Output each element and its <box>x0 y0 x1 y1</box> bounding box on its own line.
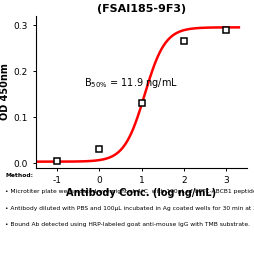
Text: • Bound Ab detected using HRP-labeled goat anti-mouse IgG with TMB substrate.: • Bound Ab detected using HRP-labeled go… <box>5 222 249 227</box>
Text: • Microtiter plate wells coated overnight at 4°C  with 100μL of CPTC-ABCB1 pepti: • Microtiter plate wells coated overnigh… <box>5 189 254 194</box>
X-axis label: Antibody Conc. (log ng/mL): Antibody Conc. (log ng/mL) <box>66 188 216 198</box>
Text: B$_{50\%}$ = 11.9 ng/mL: B$_{50\%}$ = 11.9 ng/mL <box>84 76 178 89</box>
Title: CPTC-ABCB1-5
(FSAI185-9F3): CPTC-ABCB1-5 (FSAI185-9F3) <box>96 0 186 14</box>
Text: Method:: Method: <box>5 173 33 178</box>
Text: • Antibody diluted with PBS and 100μL incubated in Ag coated wells for 30 min at: • Antibody diluted with PBS and 100μL in… <box>5 206 254 211</box>
Y-axis label: OD 450nm: OD 450nm <box>0 63 10 120</box>
